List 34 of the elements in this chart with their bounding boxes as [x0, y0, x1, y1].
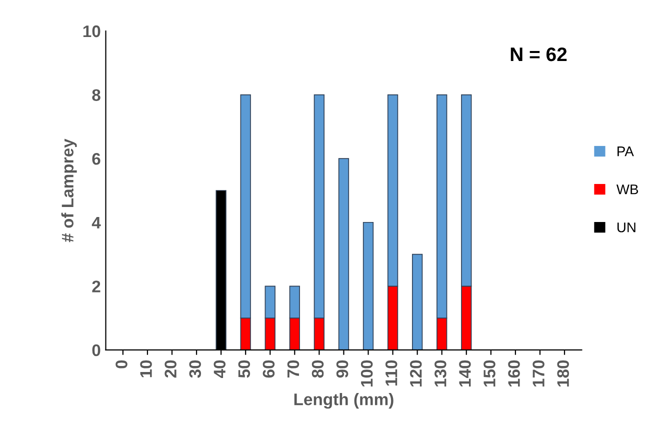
y-tick-label: 6	[92, 152, 100, 165]
x-tick-label: 170	[532, 360, 544, 386]
x-tick-label: 150	[484, 360, 496, 386]
y-tick-label: 0	[92, 344, 100, 356]
y-tick-label: 4	[92, 216, 101, 228]
y-tick-label: 10	[83, 25, 100, 38]
legend-label: WB	[616, 184, 638, 194]
x-tick-label: 30	[189, 360, 202, 378]
x-tick-label: 40	[214, 360, 226, 378]
x-tick-label: 70	[287, 360, 300, 378]
bar	[412, 254, 423, 350]
y-tick-label: 8	[92, 89, 100, 102]
legend-label: PA	[618, 146, 634, 156]
x-tick-label: 110	[385, 360, 398, 386]
x-tick-label: 60	[262, 360, 275, 378]
x-tick-label: 80	[312, 360, 324, 378]
x-tick-label: 90	[336, 360, 348, 378]
x-tick-label: 20	[164, 360, 176, 378]
x-tick-label: 0	[116, 360, 128, 368]
annotation: N = 62	[510, 47, 567, 62]
x-axis-title: Length (mm)	[294, 393, 394, 409]
x-tick-label: 180	[557, 360, 569, 386]
x-tick-label: 160	[508, 360, 520, 386]
legend-label: UN	[617, 222, 636, 232]
x-tick-label: 10	[140, 360, 152, 378]
x-tick-label: 50	[238, 360, 250, 378]
y-axis-title: # of Lamprey	[61, 138, 77, 242]
x-tick-label: 100	[360, 360, 373, 386]
bar	[338, 158, 350, 350]
x-tick-label: 120	[410, 360, 422, 386]
x-tick-label: 130	[434, 360, 446, 386]
y-tick-label: 2	[92, 280, 100, 292]
bar	[362, 222, 374, 350]
x-tick-label: 140	[459, 360, 471, 386]
